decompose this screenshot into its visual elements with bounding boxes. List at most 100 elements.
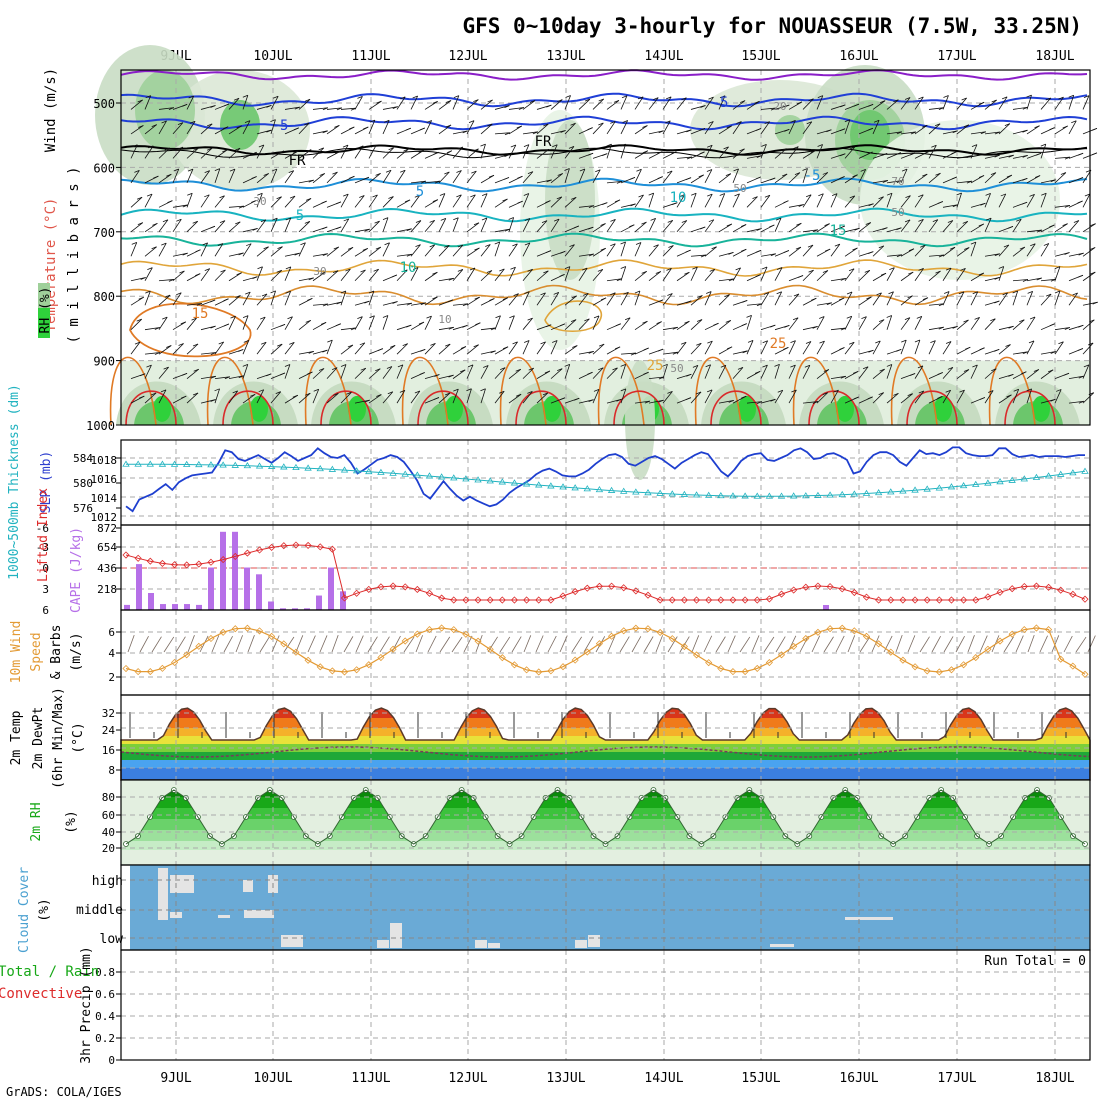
wind-barb-flag — [735, 267, 741, 271]
wind-barb-flag — [804, 364, 811, 368]
wind-barb — [816, 172, 829, 184]
wind-barb-flag — [868, 251, 874, 255]
cloud-bar — [243, 880, 253, 892]
wind-barb-flag — [708, 121, 714, 124]
wind-barb-flag — [620, 388, 626, 392]
wind-barb — [144, 193, 153, 208]
wind-barb — [410, 302, 426, 306]
cape-bar — [148, 593, 154, 610]
wind-barb-flag — [720, 364, 727, 368]
wind-barb-flag — [568, 145, 575, 149]
wind-barb — [298, 98, 311, 110]
wind-barb — [760, 364, 768, 379]
wind-barb-flag — [236, 125, 242, 129]
wind-barb — [298, 277, 314, 282]
wind-barb-flag — [769, 224, 775, 228]
wind-barb — [858, 316, 867, 330]
temperature-contour — [906, 390, 958, 426]
wind-barb-flag — [822, 270, 829, 273]
wind-barb — [578, 205, 594, 208]
wind-barb-flag — [1030, 243, 1036, 247]
cape-bar — [340, 591, 346, 610]
wind-barb — [830, 375, 846, 380]
wind-barb-flag — [1091, 152, 1098, 156]
wind-barb — [956, 268, 966, 281]
wind-barb — [259, 636, 270, 653]
wind-barb-flag — [245, 291, 251, 295]
wind-barb-flag — [637, 96, 644, 100]
wind-barb-flag — [920, 244, 926, 248]
wind-barb-flag — [285, 217, 291, 221]
wind-barb — [415, 635, 423, 653]
wind-barb-flag — [839, 128, 846, 132]
wind-barb-flag — [840, 104, 846, 108]
wind-barb — [732, 367, 744, 379]
wind-barb-flag — [246, 243, 252, 247]
wind-barb-flag — [979, 397, 986, 400]
wind-barb-flag — [994, 300, 1000, 304]
wind-barb — [620, 241, 626, 257]
wind-barb-flag — [182, 204, 188, 208]
wind-barb-flag — [752, 196, 758, 199]
wind-barb-flag — [446, 150, 453, 154]
wind-barb-flag — [713, 322, 719, 326]
precip-tick-label: 0 — [108, 1054, 115, 1067]
wind-barb — [1082, 392, 1095, 404]
wind-barb-flag — [277, 246, 283, 250]
wind-barb-flag — [166, 173, 172, 177]
wind-barb-flag — [178, 343, 184, 346]
cape-bar — [172, 604, 178, 610]
wind-barb-flag — [819, 340, 825, 344]
wind-barb — [242, 393, 256, 404]
wind-barb-flag — [764, 194, 771, 198]
wind-barb-flag — [304, 221, 310, 224]
wind-barb-flag — [474, 247, 480, 251]
wind-barb — [718, 125, 732, 135]
wind-barb-flag — [1077, 274, 1084, 278]
pressure-tick-label: 700 — [93, 226, 115, 240]
precip-tick-label: 0.2 — [95, 1032, 115, 1045]
wind-barb-flag — [844, 119, 851, 123]
wind-barb-flag — [160, 389, 167, 393]
wind-barb-flag — [453, 95, 460, 99]
wind-barb — [228, 295, 241, 306]
wind-barb — [816, 95, 824, 110]
wind-barb-flag — [630, 203, 636, 207]
wind-barb-flag — [584, 318, 590, 322]
wind-barb — [1039, 635, 1048, 653]
wind-barb-flag — [790, 364, 796, 368]
rh-shade-core — [543, 395, 561, 422]
wind-barb-flag — [415, 244, 421, 248]
wind-barb-flag — [909, 152, 916, 156]
wind-barb-flag — [726, 125, 732, 129]
wind-barb — [956, 124, 970, 135]
wind-barb-flag — [818, 193, 824, 197]
wind-barb — [620, 352, 636, 355]
wind-barb-flag — [935, 270, 941, 274]
wind-barb-flag — [629, 224, 635, 228]
wind-barb — [578, 168, 586, 184]
wind-barb — [438, 218, 447, 232]
wind-speed-marker — [450, 626, 458, 634]
wind-barb-flag — [587, 152, 594, 156]
wind-barb-flag — [705, 364, 711, 368]
wind-barb — [144, 223, 158, 233]
wind-barb-flag — [988, 390, 994, 393]
wind-barb-flag — [952, 326, 958, 329]
wind-barb-flag — [349, 126, 355, 130]
wind-barb-flag — [945, 267, 952, 271]
thickness-marker — [753, 492, 761, 499]
wind-barb — [508, 125, 522, 135]
wind-barb — [830, 193, 838, 208]
wind-barb-flag — [916, 315, 922, 319]
wind-barb — [410, 390, 421, 404]
wind-barb — [256, 219, 267, 233]
wind-barb-flag — [445, 124, 452, 128]
wind-barb — [816, 340, 825, 355]
wind-barb-flag — [462, 130, 468, 134]
wind-barb — [172, 343, 184, 355]
wind-barb — [312, 303, 328, 306]
wind-barb — [200, 268, 211, 281]
li-marker — [280, 542, 288, 550]
wind-barb — [1027, 634, 1035, 653]
